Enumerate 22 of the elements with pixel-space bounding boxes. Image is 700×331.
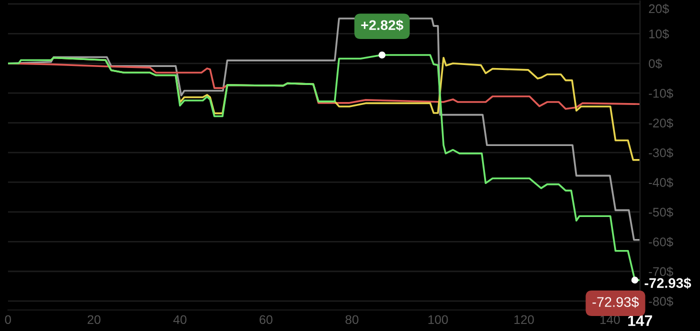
x-tick-label: 60 — [260, 315, 272, 324]
y-tick-label: -40$ — [648, 178, 674, 188]
x-tick-label: 40 — [173, 315, 186, 324]
y-tick-label: 0$ — [648, 58, 662, 69]
x-tick-label: 0 — [5, 315, 11, 324]
y-tick-label: 20$ — [648, 4, 669, 14]
y-tick-label: -60$ — [648, 236, 674, 248]
y-tick-label: 10$ — [649, 28, 669, 40]
x-tick-label: 120 — [514, 315, 534, 324]
x-tick-label: 100 — [428, 315, 448, 324]
annotation: -72.93$ — [644, 278, 692, 289]
y-tick-label: -80$ — [648, 296, 674, 306]
y-tick-label: -30$ — [648, 148, 674, 158]
annotation: -72.93$ — [592, 296, 639, 308]
x-tick-label: 147 — [628, 315, 652, 326]
y-tick-label: -10$ — [648, 88, 674, 98]
y-tick-label: -20$ — [648, 118, 674, 128]
annotation: +2.82$ — [361, 20, 404, 31]
x-tick-label: 80 — [346, 315, 358, 324]
x-tick-label: 20 — [88, 315, 100, 324]
y-tick-label: -50$ — [648, 207, 674, 218]
y-tick-label: -70$ — [648, 266, 674, 277]
